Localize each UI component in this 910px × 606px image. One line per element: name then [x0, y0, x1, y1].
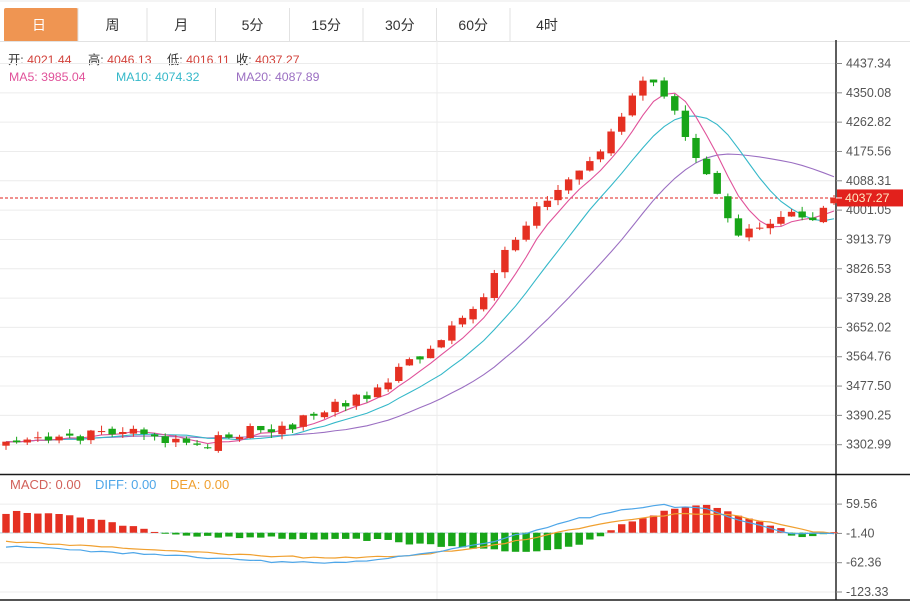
svg-text:60分: 60分 — [458, 17, 488, 33]
svg-text:-1.40: -1.40 — [846, 526, 875, 540]
svg-text:4时: 4时 — [536, 17, 558, 33]
svg-text:开: 4021.44: 开: 4021.44 — [8, 53, 72, 67]
svg-text:4037.27: 4037.27 — [845, 191, 890, 205]
svg-text:3652.02: 3652.02 — [846, 320, 891, 334]
svg-text:4262.82: 4262.82 — [846, 115, 891, 129]
svg-text:周: 周 — [106, 17, 120, 33]
svg-text:3564.76: 3564.76 — [846, 350, 891, 364]
svg-text:MACD: 0.00: MACD: 0.00 — [10, 477, 81, 492]
svg-text:5分: 5分 — [242, 17, 264, 33]
svg-text:-62.36: -62.36 — [846, 556, 881, 570]
svg-text:3739.28: 3739.28 — [846, 291, 891, 305]
svg-text:3913.79: 3913.79 — [846, 232, 891, 246]
svg-text:-123.33: -123.33 — [846, 585, 888, 599]
svg-text:3826.53: 3826.53 — [846, 262, 891, 276]
svg-text:MA10: 4074.32: MA10: 4074.32 — [116, 70, 200, 84]
svg-text:4088.31: 4088.31 — [846, 174, 891, 188]
svg-text:3477.50: 3477.50 — [846, 379, 891, 393]
svg-text:15分: 15分 — [311, 17, 341, 33]
svg-text:4437.34: 4437.34 — [846, 57, 891, 71]
svg-text:DEA: 0.00: DEA: 0.00 — [170, 477, 229, 492]
svg-text:30分: 30分 — [385, 17, 415, 33]
svg-text:MA20: 4087.89: MA20: 4087.89 — [236, 70, 320, 84]
svg-text:收: 4037.27: 收: 4037.27 — [236, 53, 300, 67]
svg-text:4175.56: 4175.56 — [846, 144, 891, 158]
svg-text:59.56: 59.56 — [846, 497, 877, 511]
svg-text:4350.08: 4350.08 — [846, 86, 891, 100]
svg-text:高: 4046.13: 高: 4046.13 — [88, 52, 152, 67]
svg-text:月: 月 — [174, 17, 188, 33]
svg-text:MA5: 3985.04: MA5: 3985.04 — [9, 70, 86, 84]
svg-text:低: 4016.11: 低: 4016.11 — [167, 53, 230, 67]
svg-text:日: 日 — [32, 17, 46, 33]
svg-text:3302.99: 3302.99 — [846, 438, 891, 452]
svg-text:3390.25: 3390.25 — [846, 408, 891, 422]
svg-text:DIFF: 0.00: DIFF: 0.00 — [95, 477, 156, 492]
